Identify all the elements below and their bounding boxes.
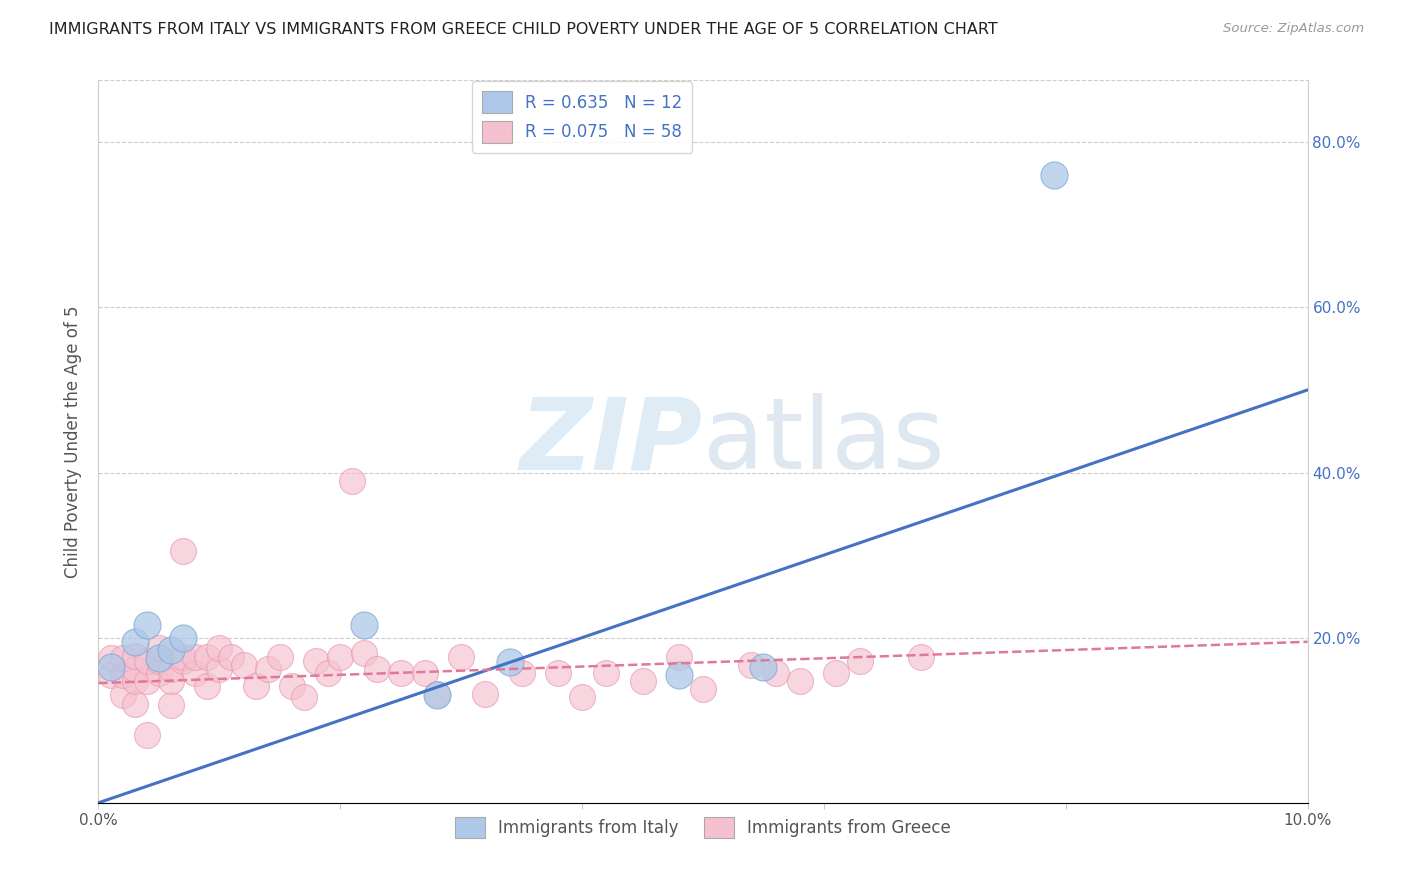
- Point: [148, 654, 170, 668]
- Y-axis label: Child Poverty Under the Age of 5: Child Poverty Under the Age of 5: [63, 305, 82, 578]
- Point: [510, 666, 533, 681]
- Point: [571, 690, 593, 705]
- Point: [148, 666, 170, 681]
- Point: [135, 618, 157, 632]
- Point: [353, 618, 375, 632]
- Point: [124, 634, 146, 648]
- Point: [160, 698, 183, 713]
- Point: [245, 679, 267, 693]
- Point: [353, 646, 375, 660]
- Point: [135, 728, 157, 742]
- Legend: Immigrants from Italy, Immigrants from Greece: Immigrants from Italy, Immigrants from G…: [449, 810, 957, 845]
- Point: [910, 649, 932, 664]
- Point: [1042, 168, 1064, 182]
- Point: [100, 668, 122, 682]
- Point: [208, 662, 231, 676]
- Point: [450, 649, 472, 664]
- Point: [100, 659, 122, 673]
- Point: [148, 641, 170, 656]
- Point: [135, 673, 157, 688]
- Point: [426, 687, 449, 701]
- Point: [195, 649, 218, 664]
- Point: [281, 679, 304, 693]
- Point: [148, 651, 170, 665]
- Point: [160, 643, 183, 657]
- Point: [413, 666, 436, 681]
- Point: [595, 666, 617, 681]
- Point: [256, 662, 278, 676]
- Point: [849, 654, 872, 668]
- Text: IMMIGRANTS FROM ITALY VS IMMIGRANTS FROM GREECE CHILD POVERTY UNDER THE AGE OF 5: IMMIGRANTS FROM ITALY VS IMMIGRANTS FROM…: [49, 22, 998, 37]
- Point: [111, 689, 134, 703]
- Point: [124, 662, 146, 676]
- Point: [172, 544, 194, 558]
- Point: [232, 657, 254, 672]
- Text: atlas: atlas: [703, 393, 945, 490]
- Point: [111, 651, 134, 665]
- Point: [221, 649, 243, 664]
- Point: [208, 641, 231, 656]
- Point: [426, 689, 449, 703]
- Point: [752, 659, 775, 673]
- Point: [389, 666, 412, 681]
- Point: [124, 648, 146, 663]
- Point: [547, 666, 569, 681]
- Point: [292, 690, 315, 705]
- Point: [631, 673, 654, 688]
- Point: [100, 651, 122, 665]
- Point: [342, 474, 364, 488]
- Point: [124, 697, 146, 711]
- Point: [124, 673, 146, 688]
- Point: [172, 654, 194, 668]
- Point: [668, 649, 690, 664]
- Point: [740, 657, 762, 672]
- Point: [366, 662, 388, 676]
- Point: [160, 662, 183, 676]
- Point: [184, 649, 207, 664]
- Point: [172, 649, 194, 664]
- Point: [765, 666, 787, 681]
- Text: ZIP: ZIP: [520, 393, 703, 490]
- Point: [195, 679, 218, 693]
- Point: [668, 668, 690, 682]
- Point: [305, 654, 328, 668]
- Point: [498, 656, 520, 670]
- Point: [692, 681, 714, 696]
- Point: [160, 673, 183, 688]
- Point: [316, 666, 339, 681]
- Point: [111, 668, 134, 682]
- Point: [184, 666, 207, 681]
- Point: [474, 687, 496, 701]
- Text: Source: ZipAtlas.com: Source: ZipAtlas.com: [1223, 22, 1364, 36]
- Point: [789, 673, 811, 688]
- Point: [269, 649, 291, 664]
- Point: [172, 631, 194, 645]
- Point: [135, 654, 157, 668]
- Point: [825, 666, 848, 681]
- Point: [329, 649, 352, 664]
